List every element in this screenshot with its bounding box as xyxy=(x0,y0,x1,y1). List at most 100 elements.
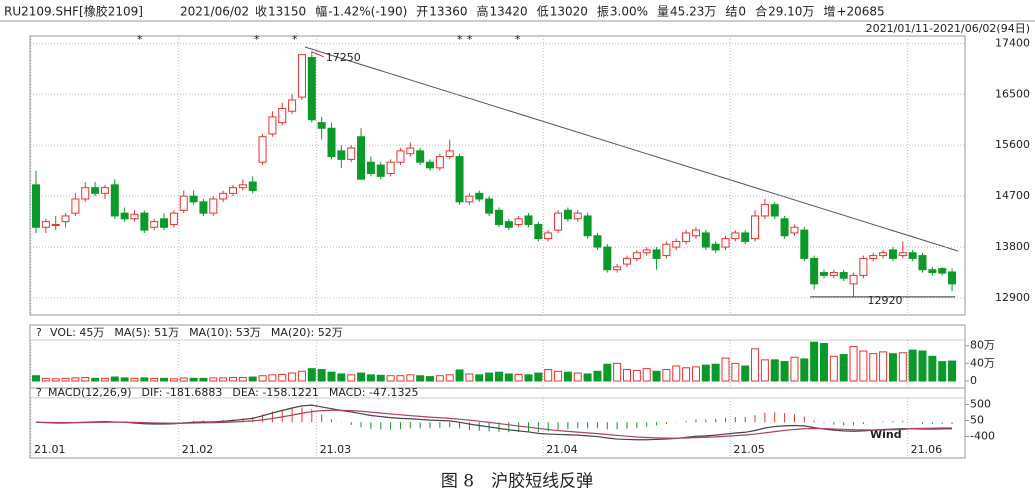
volume-bar xyxy=(91,377,100,382)
header-value: 13020 xyxy=(550,5,588,19)
candle-body xyxy=(465,195,474,203)
candle-body xyxy=(849,274,858,285)
volume-bar xyxy=(849,346,858,382)
macd-frame xyxy=(29,387,966,459)
volume-bar xyxy=(426,376,434,382)
header-value: 13420 xyxy=(490,5,528,19)
y-tick-label: 500 xyxy=(970,397,991,410)
symbol: RU2109.SHF[橡胶2109] xyxy=(4,4,143,19)
candle-body xyxy=(219,192,228,200)
candle-body xyxy=(347,147,356,160)
volume-bar xyxy=(485,372,494,382)
legend-entry: DIF: -181.6883 xyxy=(142,386,223,399)
volume-bar xyxy=(623,369,631,382)
candle-body xyxy=(810,257,819,285)
volume-bar xyxy=(711,363,720,382)
candle-body xyxy=(160,218,169,228)
star: * xyxy=(457,33,463,46)
legend-entry: MACD: -47.1325 xyxy=(329,386,419,399)
candle-body xyxy=(514,218,523,225)
volume-bar xyxy=(544,369,553,382)
header-label: 合 xyxy=(755,4,767,19)
candle-body xyxy=(288,99,297,112)
header-label: 开 xyxy=(416,5,428,19)
volume-bar xyxy=(810,341,819,382)
volume-bar xyxy=(652,370,661,382)
candle-body xyxy=(406,147,415,155)
candle-body xyxy=(475,192,484,200)
candle-body xyxy=(859,257,868,276)
volume-bar xyxy=(642,368,651,382)
candle-body xyxy=(908,252,917,259)
volume-bar xyxy=(800,358,809,382)
volume-bar xyxy=(238,376,247,382)
candle-body xyxy=(61,215,70,223)
candle-body xyxy=(51,223,60,226)
legend-entry: MA(10): 53万 xyxy=(189,326,261,339)
candle-body xyxy=(504,221,513,228)
candle-body xyxy=(534,223,543,240)
volume-bar xyxy=(258,375,267,382)
candle-body xyxy=(445,150,454,158)
volume-bar xyxy=(297,370,306,382)
x-tick-label: 21.04 xyxy=(546,443,578,456)
volume-bar xyxy=(248,376,257,382)
candle-body xyxy=(268,116,277,135)
candle-body xyxy=(258,136,267,163)
volume-bar xyxy=(169,378,178,382)
volume-bar xyxy=(662,369,671,382)
volume-bar xyxy=(475,374,484,382)
candle-body xyxy=(879,252,888,257)
candle-body xyxy=(918,255,927,271)
candle-body xyxy=(317,122,326,129)
star: * xyxy=(467,33,473,46)
volume-bar xyxy=(613,362,622,382)
macd-line xyxy=(35,409,953,439)
volume-bar xyxy=(820,343,828,382)
legend-entry: MA(5): 51万 xyxy=(114,326,179,339)
candle-body xyxy=(41,221,50,228)
trend-line xyxy=(304,46,959,252)
header-label: 量 xyxy=(657,5,669,19)
candle-body xyxy=(307,57,316,121)
candle-body xyxy=(790,226,799,234)
volume-bar xyxy=(908,349,917,382)
candle-body xyxy=(278,107,287,124)
header-label: 增 xyxy=(823,5,835,19)
candle-body xyxy=(662,243,671,257)
volume-bar xyxy=(603,363,612,382)
volume-bar xyxy=(160,377,169,382)
candle-body xyxy=(297,54,306,98)
candle-body xyxy=(603,246,612,271)
header-label: 幅 xyxy=(315,4,327,19)
candle-body xyxy=(642,249,651,254)
low-label: 12920 xyxy=(868,294,903,307)
candle-body xyxy=(238,184,247,189)
volume-bar xyxy=(573,372,582,382)
volume-bar xyxy=(632,369,641,382)
x-tick-label: 21.02 xyxy=(182,443,214,456)
volume-bar xyxy=(790,356,799,382)
date: 2021/06/02 xyxy=(180,5,249,19)
volume-bar xyxy=(61,377,70,382)
volume-bar xyxy=(682,367,691,382)
candle-body xyxy=(32,184,40,228)
volume-bar xyxy=(71,377,80,382)
x-tick-label: 21.05 xyxy=(733,443,765,456)
volume-bar xyxy=(41,377,50,382)
candle-body xyxy=(711,243,720,251)
volume-bar xyxy=(494,371,503,382)
volume-bar xyxy=(179,377,188,382)
legend-entry: MA(20): 52万 xyxy=(271,326,343,339)
y-tick-label: 13800 xyxy=(995,240,1030,253)
volume-bar xyxy=(918,350,927,382)
volume-bar xyxy=(948,360,957,382)
volume-bar xyxy=(219,377,228,382)
candle-body xyxy=(248,181,257,191)
volume-bar xyxy=(741,365,750,382)
volume-bar xyxy=(120,377,129,382)
candle-body xyxy=(583,215,592,237)
volume-bar xyxy=(514,373,523,382)
y-tick-label: -400 xyxy=(970,430,995,443)
candle-body xyxy=(327,127,336,158)
